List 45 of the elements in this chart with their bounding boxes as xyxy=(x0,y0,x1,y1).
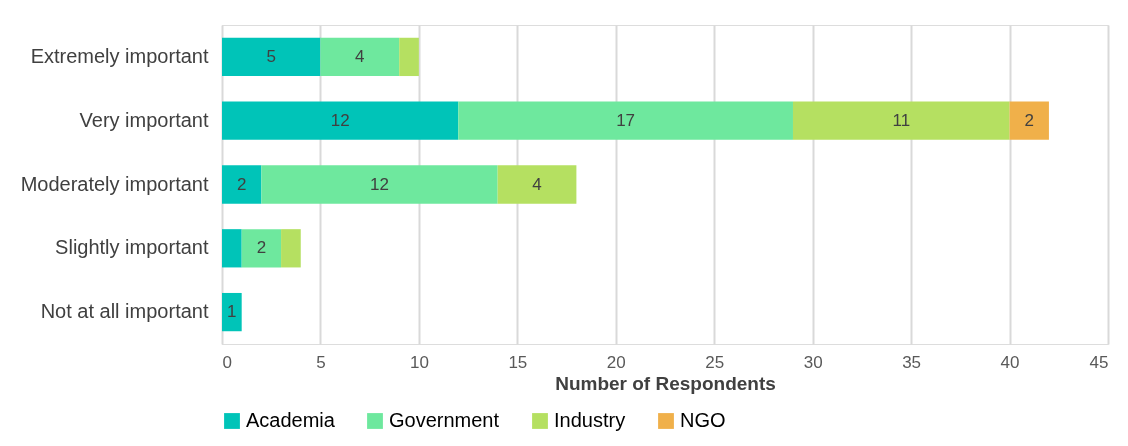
data-label: 12 xyxy=(330,110,350,130)
y-tick-label: Slightly important xyxy=(55,236,209,259)
bar xyxy=(1009,101,1049,140)
legend-label: NGO xyxy=(680,409,726,431)
data-label: 12 xyxy=(370,174,389,194)
data-label: 11 xyxy=(892,110,911,130)
bar xyxy=(320,37,400,77)
data-label: 4 xyxy=(532,174,542,194)
bar xyxy=(222,229,242,268)
legend-label: Industry xyxy=(554,409,626,431)
data-label: 5 xyxy=(266,46,276,66)
bar xyxy=(281,229,301,268)
x-axis-title: Number of Respondents xyxy=(555,372,776,394)
x-tick-label: 45 xyxy=(1089,352,1109,372)
data-label: 2 xyxy=(236,174,247,194)
bar xyxy=(222,292,242,332)
bar xyxy=(241,229,282,268)
x-tick-label: 35 xyxy=(902,352,922,372)
legend-label: Academia xyxy=(246,409,336,431)
y-tick-label: Not at all important xyxy=(40,300,209,323)
x-tick-label: 15 xyxy=(508,352,528,372)
y-tick-label: Extremely important xyxy=(30,44,209,67)
bar xyxy=(222,101,459,140)
data-label: 17 xyxy=(616,110,636,130)
bar xyxy=(399,37,419,77)
x-tick-label: 40 xyxy=(1000,352,1020,372)
x-tick-label: 10 xyxy=(409,352,429,372)
data-label: 1 xyxy=(227,302,237,322)
data-label: 2 xyxy=(256,238,267,258)
x-tick-label: 5 xyxy=(316,352,326,372)
bar xyxy=(222,37,321,77)
bar xyxy=(497,165,577,204)
bar xyxy=(222,165,262,204)
data-label: 4 xyxy=(355,46,365,66)
y-tick-label: Very important xyxy=(79,108,209,131)
x-tick-label: 20 xyxy=(606,352,626,372)
data-label: 2 xyxy=(1024,110,1034,130)
x-tick-label: 30 xyxy=(803,352,823,372)
y-tick-label: Moderately important xyxy=(20,172,209,195)
bar xyxy=(261,165,498,204)
bar xyxy=(792,101,1010,140)
x-tick-label: 0 xyxy=(222,352,232,372)
x-tick-label: 25 xyxy=(705,352,725,372)
legend-label: Government xyxy=(389,409,500,431)
bar xyxy=(458,101,793,140)
